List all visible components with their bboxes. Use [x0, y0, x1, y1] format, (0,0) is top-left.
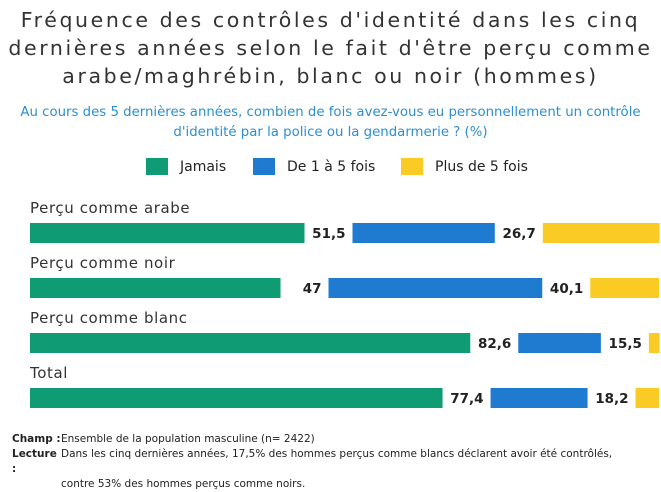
data-label: 15,5	[609, 336, 642, 352]
legend: Jamais De 1 à 5 fois Plus de 5 fois	[0, 158, 661, 178]
bar-segment	[635, 388, 659, 408]
legend-label: De 1 à 5 fois	[287, 158, 376, 175]
footnote-text: Dans les cinq dernières années, 17,5% de…	[61, 448, 613, 460]
legend-swatch	[401, 158, 423, 175]
bar-segment	[328, 278, 543, 298]
bar-segment	[542, 223, 660, 243]
bar-segment	[518, 333, 601, 353]
category-label: Total	[29, 364, 68, 382]
footnote-text: Ensemble de la population masculine (n= …	[61, 433, 315, 445]
title-line: Fréquence des contrôles d'identité dans …	[20, 8, 641, 32]
bar-segment	[490, 388, 588, 408]
title-line: arabe/maghrébin, blanc ou noir (hommes)	[62, 64, 599, 88]
legend-item-1-5: De 1 à 5 fois	[253, 158, 375, 175]
footnote-row: Champ : Ensemble de la population mascul…	[12, 432, 612, 447]
legend-swatch	[253, 158, 275, 175]
bar-segment	[590, 278, 659, 298]
legend-label: Plus de 5 fois	[435, 158, 528, 175]
bar-segment	[30, 278, 281, 298]
data-label: 26,7	[502, 226, 535, 242]
bar-segment	[30, 388, 443, 408]
category-label: Perçu comme noir	[30, 254, 176, 272]
data-label: 82,6	[478, 336, 511, 352]
footnote-key	[12, 477, 61, 492]
legend-label: Jamais	[180, 158, 227, 175]
bar-segment	[352, 223, 495, 243]
title-line: dernières années selon le fait d'être pe…	[8, 36, 653, 60]
data-label: 77,4	[450, 391, 483, 407]
subtitle-line: d'identité par la police ou la gendarmer…	[173, 125, 488, 140]
footnote-row: Lecture : Dans les cinq dernières années…	[12, 447, 612, 477]
footnote-key: Lecture :	[12, 448, 57, 475]
legend-swatch	[146, 158, 168, 175]
bar-segment	[30, 333, 471, 353]
category-label: Perçu comme arabe	[30, 199, 190, 217]
stacked-bar-chart: Perçu comme arabe51,526,721,9(n=158)Perç…	[29, 199, 660, 408]
data-label: 18,2	[595, 391, 628, 407]
footnote-row: contre 53% des hommes perçus comme noirs…	[12, 477, 612, 492]
category-label: Perçu comme blanc	[30, 309, 188, 327]
data-label: 40,1	[550, 281, 583, 297]
subtitle-line: Au cours des 5 dernières années, combien…	[20, 105, 641, 120]
legend-item-jamais: Jamais	[146, 158, 226, 175]
footnotes: Champ : Ensemble de la population mascul…	[12, 432, 612, 492]
legend-item-plus-5: Plus de 5 fois	[401, 158, 528, 175]
bar-segment	[648, 333, 660, 353]
footnote-key: Champ :	[12, 433, 61, 445]
chart-title: Fréquence des contrôles d'identité dans …	[0, 6, 661, 90]
data-label: 51,5	[312, 226, 345, 242]
bar-segment	[30, 223, 305, 243]
footnote-text: contre 53% des hommes perçus comme noirs…	[61, 478, 306, 490]
data-label: 47	[303, 281, 322, 297]
chart-subtitle: Au cours des 5 dernières années, combien…	[0, 103, 661, 143]
